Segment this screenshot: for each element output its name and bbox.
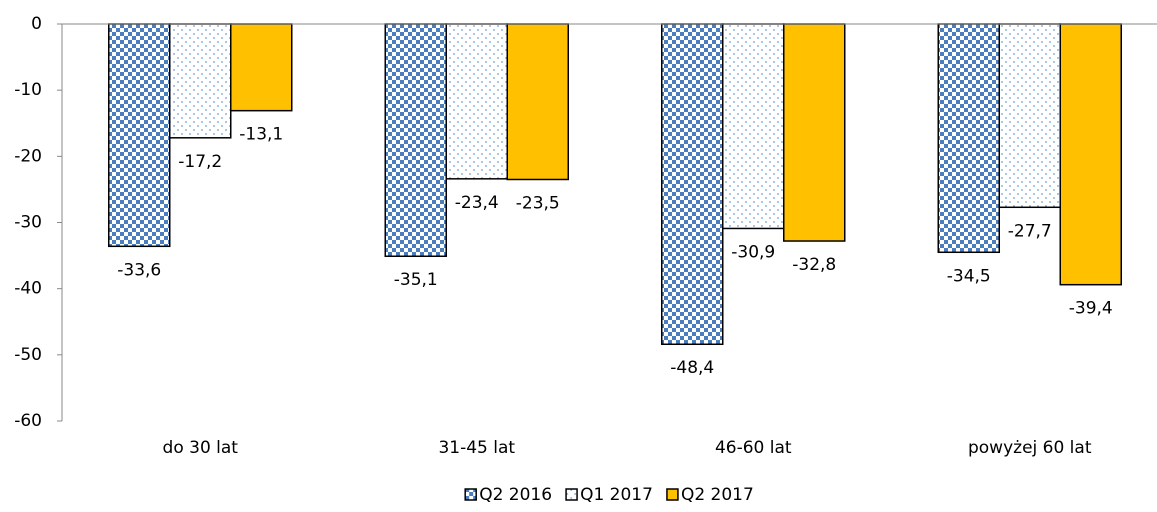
value-label: -27,7 — [1008, 221, 1052, 241]
y-tick-label: -50 — [14, 345, 42, 365]
bar — [230, 23, 293, 112]
bar — [937, 23, 1000, 254]
value-label: -23,5 — [516, 193, 560, 213]
legend-swatch — [666, 488, 679, 501]
bar — [1059, 23, 1122, 286]
bar — [506, 23, 569, 181]
value-label: -23,4 — [455, 193, 499, 213]
value-label: -39,4 — [1069, 299, 1113, 319]
legend: Q2 2016 Q1 2017 Q2 2017 — [464, 485, 754, 505]
y-tick-label: 0 — [31, 14, 42, 34]
legend-label: Q2 2017 — [681, 485, 754, 505]
bar — [445, 23, 508, 180]
bar — [722, 23, 785, 230]
x-tick-label: 46-60 lat — [715, 438, 792, 458]
value-label: -35,1 — [394, 270, 438, 290]
value-label: -13,1 — [239, 125, 283, 145]
bar — [108, 23, 171, 248]
bar — [384, 23, 447, 257]
y-tick-label: -10 — [14, 80, 42, 100]
y-tick-label: -40 — [14, 279, 42, 299]
legend-swatch — [565, 488, 578, 501]
value-label: -33,6 — [117, 260, 161, 280]
x-tick-label: powyżej 60 lat — [968, 438, 1092, 458]
legend-label: Q2 2016 — [479, 485, 552, 505]
bar — [998, 23, 1061, 209]
legend-label: Q1 2017 — [580, 485, 653, 505]
y-tick-label: -20 — [14, 146, 42, 166]
y-tick-label: -60 — [14, 411, 42, 431]
value-label: -34,5 — [947, 266, 991, 286]
y-tick-label: -30 — [14, 213, 42, 233]
legend-swatch — [464, 488, 477, 501]
x-tick-label: do 30 lat — [163, 438, 239, 458]
value-label: -30,9 — [731, 242, 775, 262]
x-tick-label: 31-45 lat — [438, 438, 515, 458]
value-label: -48,4 — [670, 358, 714, 378]
bar — [783, 23, 846, 242]
bar — [661, 23, 724, 345]
value-label: -32,8 — [792, 255, 836, 275]
bar — [169, 23, 232, 139]
value-label: -17,2 — [178, 152, 222, 172]
